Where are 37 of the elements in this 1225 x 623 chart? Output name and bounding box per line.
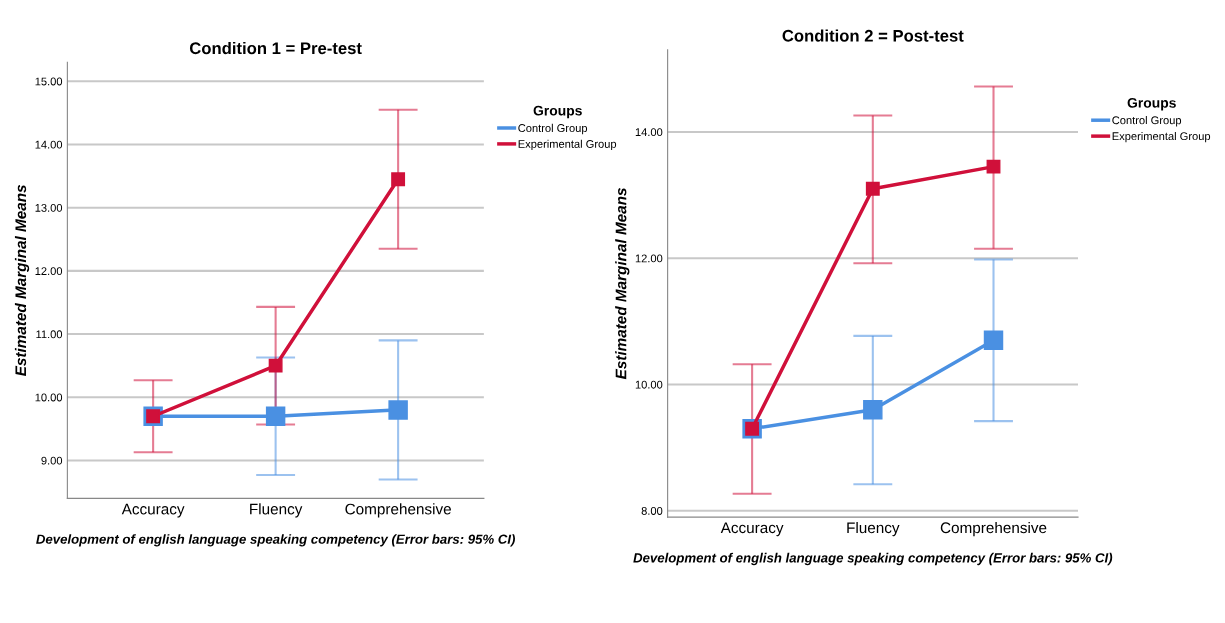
point: [268, 358, 283, 373]
y-tick-label: 9.00: [41, 456, 63, 465]
y-tick-label: 13.00: [35, 203, 63, 212]
point: [388, 400, 408, 420]
chart-title: Condition 2 = Post-test: [782, 29, 964, 42]
x-axis-title: Development of english language speaking competency (Error bars: 95% CI): [36, 534, 516, 547]
x-tick-label: Comprehensive: [345, 503, 451, 518]
x-axis-title: Development of english language speaking competency (Error bars: 95% CI): [633, 552, 1113, 566]
y-tick-label: 12.00: [635, 254, 663, 263]
y-axis-title: Estimated Marginal Means: [615, 188, 630, 380]
legend-title: Groups: [1127, 97, 1176, 111]
y-tick-label: 10.00: [635, 380, 663, 389]
x-tick-label: Fluency: [250, 503, 303, 518]
y-tick-label: 14.00: [35, 140, 63, 149]
y-axis-title: Estimated Marginal Means: [14, 184, 30, 377]
y-tick-label: 12.00: [35, 267, 63, 275]
x-tick-label: Fluency: [847, 521, 900, 537]
legend-label: Control Group: [518, 123, 588, 135]
point: [863, 400, 883, 420]
legend-label: Experimental Group: [518, 139, 617, 151]
x-tick-label: Accuracy: [121, 503, 185, 518]
legend-title: Groups: [533, 105, 582, 119]
y-tick-label: 10.00: [35, 393, 63, 402]
x-tick-label: Comprehensive: [940, 521, 1047, 537]
y-tick-label: 11.00: [36, 330, 63, 339]
point: [983, 330, 1004, 351]
point: [391, 172, 406, 187]
point: [986, 159, 1001, 174]
legend-label: Control Group: [1112, 116, 1182, 127]
x-tick-label: Accuracy: [720, 522, 784, 537]
y-tick-label: 8.00: [641, 507, 663, 515]
y-tick-label: 14.00: [635, 128, 663, 137]
chart-title: Condition 1 = Pre-test: [189, 41, 362, 55]
point: [265, 406, 286, 426]
point: [865, 181, 880, 196]
y-tick-label: 15.00: [35, 77, 63, 86]
legend-label: Experimental Group: [1112, 131, 1211, 143]
